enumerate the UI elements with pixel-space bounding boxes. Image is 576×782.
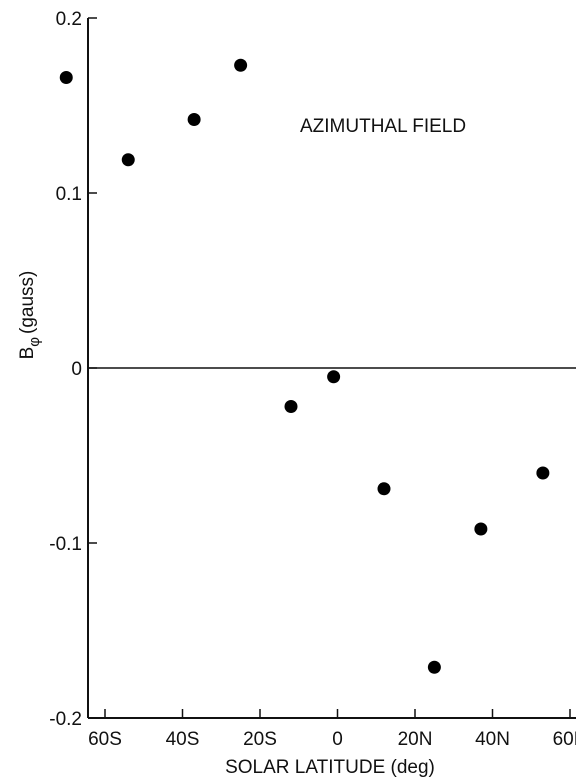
x-axis-title: SOLAR LATITUDE (deg) [225, 757, 435, 778]
data-point [121, 153, 135, 167]
x-tick-label: 0 [332, 729, 343, 750]
y-axis-title-unit: (gauss) [17, 271, 38, 334]
data-point [187, 113, 201, 126]
data-points [59, 58, 550, 674]
data-point [284, 400, 298, 413]
y-tick-label: -0.1 [49, 534, 82, 555]
data-point [59, 71, 73, 84]
x-tick-label: 60S [88, 729, 122, 750]
data-point [427, 660, 441, 674]
x-tick-label: 40S [166, 729, 200, 750]
y-tick-label: 0.1 [56, 184, 82, 205]
x-ticks: 60S 40S 20S 0 20N 40N 60N [88, 709, 576, 750]
chart-annotation: AZIMUTHAL FIELD [300, 116, 466, 137]
y-axis-title-subscript: φ [26, 337, 43, 347]
x-tick-label: 60N [553, 729, 576, 750]
y-axis-title-symbol: B [17, 347, 38, 360]
data-point [234, 58, 248, 72]
x-tick-label: 40N [475, 729, 510, 750]
x-tick-label: 20S [243, 729, 277, 750]
data-point [377, 482, 391, 496]
y-tick-label: -0.2 [49, 709, 82, 730]
data-point [474, 522, 488, 536]
data-point [536, 466, 550, 480]
x-tick-label: 20N [398, 729, 433, 750]
y-tick-label: 0 [71, 359, 82, 380]
y-tick-label: 0.2 [56, 9, 82, 30]
y-ticks: 0.2 0.1 0 -0.1 -0.2 [49, 9, 97, 730]
y-axis-title: Bφ (gauss) [17, 271, 43, 360]
data-point [327, 370, 341, 384]
